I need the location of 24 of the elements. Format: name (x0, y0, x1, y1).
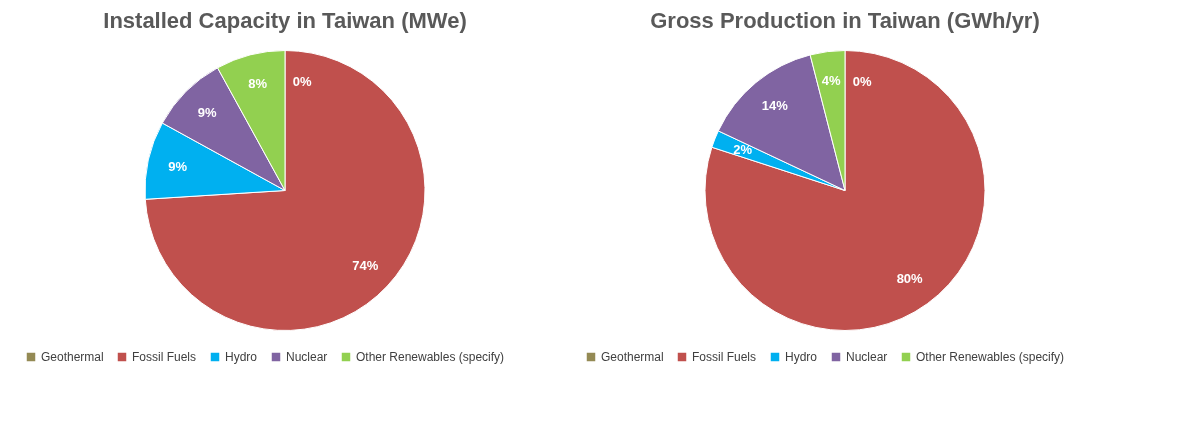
legend-label: Hydro (785, 350, 818, 364)
legend-label: Fossil Fuels (132, 350, 197, 364)
data-label: 14% (761, 97, 789, 113)
legend-label: Hydro (225, 350, 258, 364)
chart-title: Gross Production in Taiwan (GWh/yr) (650, 8, 1040, 33)
data-label: 2% (733, 142, 753, 158)
legend-label: Geothermal (601, 350, 664, 364)
data-label: 8% (248, 75, 268, 91)
data-label: 74% (352, 257, 379, 273)
legend-label: Other Renewables (specify) (916, 350, 1065, 364)
legend-label: Nuclear (846, 350, 888, 364)
legend-label: Other Renewables (specify) (356, 350, 505, 364)
text: 0% (292, 73, 312, 89)
pie-slice (704, 50, 986, 331)
legend-label: Fossil Fuels (692, 350, 757, 364)
data-label: 4% (821, 73, 842, 89)
data-label: 9% (197, 104, 218, 120)
chart-title: Installed Capacity in Taiwan (MWe) (103, 8, 467, 33)
legend-label: Nuclear (286, 350, 328, 364)
text: 0% (852, 73, 872, 89)
legend-label: Geothermal (41, 350, 104, 364)
data-label: 9% (168, 158, 188, 174)
pie-slice (144, 50, 426, 331)
data-label: 80% (896, 271, 924, 287)
